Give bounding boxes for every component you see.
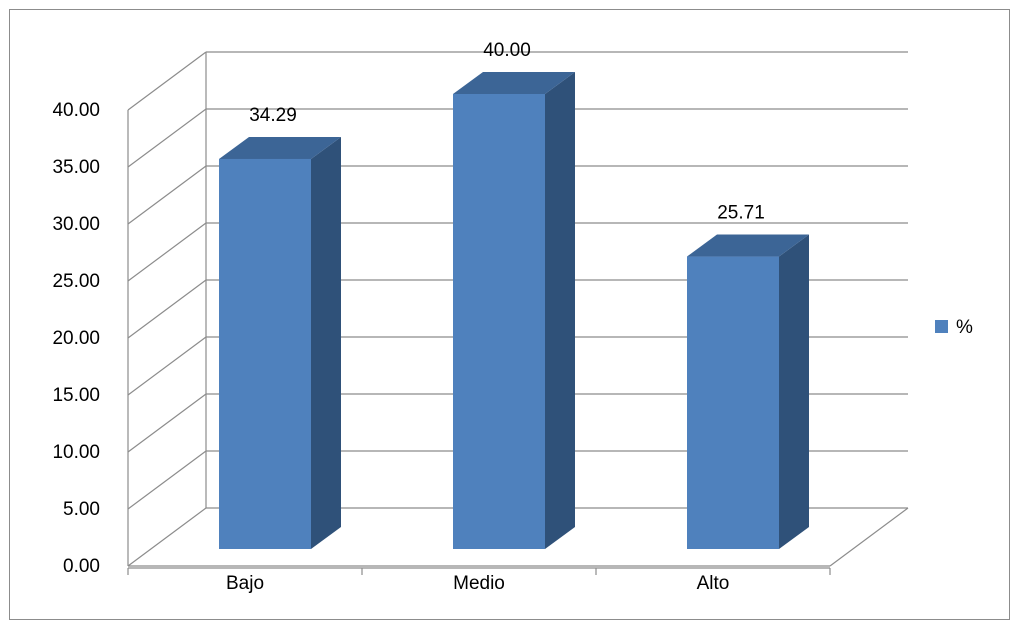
gridline-diagonal — [127, 450, 207, 510]
floor-right-edge — [829, 507, 909, 567]
y-tick-label: 15.00 — [52, 385, 100, 406]
bar-top — [219, 136, 341, 159]
x-category-label: Bajo — [226, 573, 264, 594]
bar-alto — [687, 234, 809, 549]
bars — [219, 72, 809, 550]
legend: % — [935, 317, 973, 338]
gridline-diagonal — [127, 279, 207, 339]
bar-front — [219, 158, 311, 550]
y-tick-label: 30.00 — [52, 214, 100, 235]
bar-front — [687, 256, 779, 549]
y-tick-label: 10.00 — [52, 442, 100, 463]
y-tick-label: 5.00 — [63, 499, 100, 520]
y-tick-label: 40.00 — [52, 100, 100, 121]
bar-bajo — [219, 136, 341, 550]
gridline-diagonal — [127, 51, 207, 111]
bar-side — [779, 234, 809, 549]
x-category-label: Alto — [697, 573, 730, 594]
x-axis: Bajo Medio Alto — [127, 567, 831, 594]
y-tick-label: 25.00 — [52, 271, 100, 292]
y-axis-tick-labels: 0.00 5.00 10.00 15.00 20.00 25.00 30.00 35.00 40… — [52, 100, 100, 577]
data-label: 34.29 — [249, 105, 297, 126]
gridline-diagonal — [127, 165, 207, 225]
bar-top — [453, 72, 575, 94]
x-category-label: Medio — [453, 573, 505, 594]
data-label: 40.00 — [483, 40, 531, 61]
gridline-diagonal — [127, 336, 207, 396]
y-tick-label: 0.00 — [63, 556, 100, 577]
legend-label: % — [956, 317, 973, 338]
gridline-diagonal — [127, 108, 207, 168]
bar-medio — [453, 72, 575, 549]
bar-side — [545, 72, 575, 549]
gridline-diagonal — [127, 393, 207, 453]
bar-front — [453, 94, 545, 549]
y-tick-label: 20.00 — [52, 328, 100, 349]
legend-swatch — [935, 320, 948, 333]
gridline-diagonal — [127, 222, 207, 282]
bar-top — [687, 234, 809, 257]
y-tick-label: 35.00 — [52, 157, 100, 178]
gridline-diagonal — [127, 507, 207, 567]
bar-side — [311, 136, 341, 550]
data-label: 25.71 — [717, 203, 765, 224]
data-labels: 34.29 40.00 25.71 — [249, 40, 765, 224]
